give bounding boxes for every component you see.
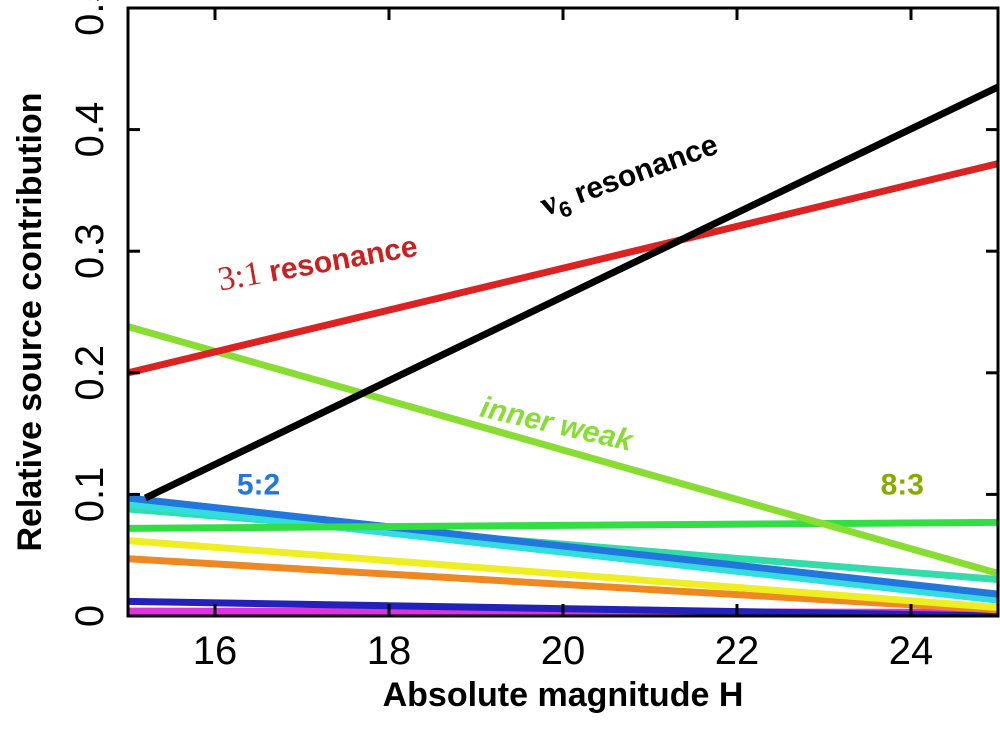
x-tick-label: 22 [715, 629, 760, 673]
ticks-layer: 16 18 20 22 24 0 0.1 0.2 0.3 0.4 0.5 [68, 0, 998, 673]
y-axis-label: Relative source contribution [11, 92, 49, 551]
series-line-0 [143, 83, 998, 502]
x-tick-label: 18 [367, 629, 412, 673]
series-line-1 [128, 160, 998, 377]
annotation-label-4: 8:3 [881, 468, 924, 501]
x-tick-label: 16 [193, 629, 238, 673]
y-tick-label: 0.5 [68, 0, 112, 36]
annotation-label-0: ν6 resonance [534, 125, 724, 228]
series-layer [128, 83, 998, 616]
annotation-label-3: 5:2 [237, 468, 280, 501]
series-line-2 [128, 323, 998, 577]
y-tick-label: 0 [68, 605, 112, 627]
x-axis-label: Absolute magnitude H [383, 676, 744, 714]
annotation-label-1: 3:1 resonance [215, 227, 420, 298]
y-tick-label: 0.3 [68, 223, 112, 279]
y-tick-label: 0.2 [68, 345, 112, 401]
series-line-8 [128, 555, 998, 614]
series-line-3 [128, 518, 998, 532]
y-tick-label: 0.4 [68, 102, 112, 158]
series-line-5 [128, 500, 998, 604]
x-tick-label: 20 [541, 629, 586, 673]
series-line-4 [128, 494, 998, 598]
y-tick-label: 0.1 [68, 467, 112, 523]
x-tick-label: 24 [889, 629, 934, 673]
series-line-7 [128, 537, 998, 611]
